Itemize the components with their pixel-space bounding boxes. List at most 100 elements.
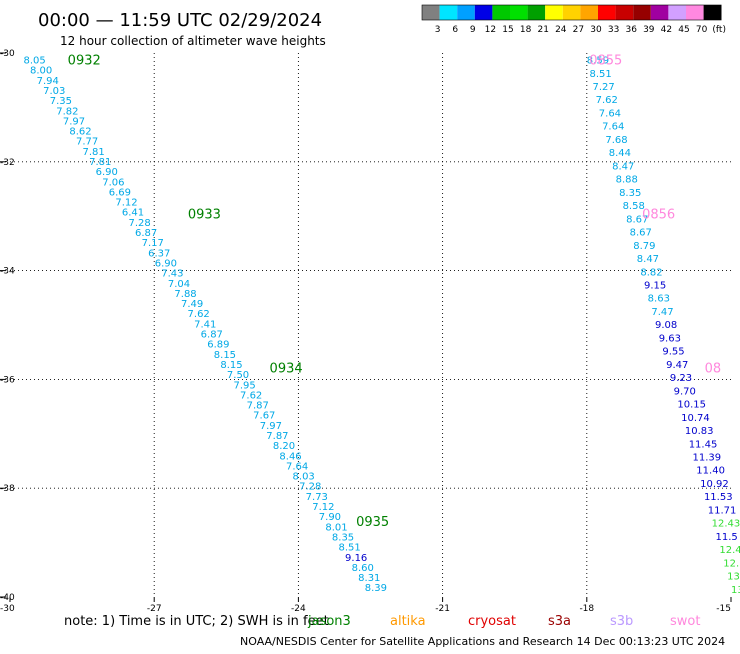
colorbar-label: 45 xyxy=(678,25,689,35)
wave-height-label: 8.58 xyxy=(623,201,645,212)
y-tick-label: -32 xyxy=(0,158,15,168)
wave-height-label: 8.01 xyxy=(325,522,347,533)
wave-height-label: 7.50 xyxy=(227,370,249,381)
wave-height-label: 9.08 xyxy=(655,320,677,331)
satellite-legend-altika: altika xyxy=(390,614,426,629)
wave-height-label: 6.37 xyxy=(148,248,170,259)
wave-height-label: 11.45 xyxy=(689,439,718,450)
colorbar-swatch xyxy=(686,5,704,20)
wave-height-label: 8.51 xyxy=(589,69,611,80)
y-tick-label: -38 xyxy=(0,484,15,494)
wave-height-label: 7.82 xyxy=(56,106,78,117)
colorbar-swatch xyxy=(633,5,651,20)
wave-height-label: 6.90 xyxy=(155,258,177,269)
wave-height-label: 11.39 xyxy=(692,453,721,464)
wave-height-label: 11.40 xyxy=(696,466,725,477)
wave-height-label: 7.64 xyxy=(286,461,308,472)
wave-height-label: 7.81 xyxy=(89,157,111,168)
colorbar-label: 3 xyxy=(435,25,441,35)
satellite-tracks: 8.058.007.947.037.357.827.978.627.777.81… xyxy=(23,54,740,596)
wave-height-label: 11.5 xyxy=(715,532,737,543)
wave-height-label: 8.59 xyxy=(587,56,609,67)
colorbar-label: 6 xyxy=(452,25,458,35)
chart-title: 00:00 — 11:59 UTC 02/29/2024 xyxy=(38,10,322,31)
wave-height-label: 11.71 xyxy=(708,505,737,516)
wave-height-label: 9.16 xyxy=(345,553,367,564)
y-tick-label: -40 xyxy=(0,593,15,603)
wave-height-label: 7.88 xyxy=(174,289,196,300)
wave-height-label: 7.62 xyxy=(240,390,262,401)
wave-height-label: 7.87 xyxy=(247,401,269,412)
wave-height-label: 8.39 xyxy=(365,583,387,594)
colorbar-label: 9 xyxy=(470,25,476,35)
colorbar-label: 39 xyxy=(643,25,655,35)
wave-height-label: 8.15 xyxy=(214,350,236,361)
wave-height-label: 7.27 xyxy=(592,82,614,93)
time-label: 0935 xyxy=(356,515,389,530)
colorbar-swatch xyxy=(615,5,634,20)
wave-height-label: 7.68 xyxy=(605,135,627,146)
x-tick-label: -27 xyxy=(147,604,162,614)
wave-height-label: 8.82 xyxy=(640,267,662,278)
wave-height-label: 8.47 xyxy=(637,254,659,265)
wave-height-label: 7.06 xyxy=(102,177,124,188)
wave-height-label: 7.77 xyxy=(76,137,98,148)
wave-height-label: 8.35 xyxy=(332,532,354,543)
wave-height-label: 8.88 xyxy=(616,175,638,186)
wave-height-label: 7.73 xyxy=(306,492,328,503)
x-tick-label: -21 xyxy=(435,604,450,614)
wave-height-label: 8.05 xyxy=(23,56,45,67)
x-tick-label: -24 xyxy=(291,604,306,614)
footer-credit: NOAA/NESDIS Center for Satellite Applica… xyxy=(240,635,725,648)
wave-height-label: 10.92 xyxy=(700,479,729,490)
wave-height-label: 9.23 xyxy=(670,373,692,384)
colorbar-label: 24 xyxy=(555,25,567,35)
time-label: 0856 xyxy=(642,207,675,222)
wave-height-label: 10.15 xyxy=(677,400,706,411)
colorbar-swatch xyxy=(474,5,493,20)
wave-height-label: 10.74 xyxy=(681,413,710,424)
axes: -30-32-34-36-38-40-30 -27 -24 -21 -18 -15 xyxy=(0,49,732,614)
colorbar-swatch xyxy=(580,5,598,20)
wave-height-label: 7.41 xyxy=(194,319,216,330)
wave-height-label: 8.44 xyxy=(609,148,631,159)
time-label: 0934 xyxy=(270,361,303,376)
wave-height-label: 13 xyxy=(727,572,740,583)
wave-height-label: 7.12 xyxy=(312,502,334,513)
y-tick-label: -34 xyxy=(0,267,15,277)
wave-height-label: 9.47 xyxy=(666,360,688,371)
wave-height-label: 7.04 xyxy=(168,279,190,290)
satellite-legend-s3a: s3a xyxy=(548,614,571,629)
colorbar-label: 30 xyxy=(590,25,602,35)
wave-height-label: 8.67 xyxy=(630,228,652,239)
colorbar-frame xyxy=(421,4,722,21)
wave-height-label: 10.83 xyxy=(685,426,714,437)
colorbar-swatch xyxy=(457,5,475,20)
wave-height-label: 12.43 xyxy=(712,519,740,530)
wave-height-label: 7.95 xyxy=(233,380,255,391)
color-scale-legend: 3 6 9 12 15 18 21 24 27 30 33 36 39 42 45 70 (ft) xyxy=(421,4,726,35)
wave-height-label: 6.87 xyxy=(201,330,223,341)
wave-height-label: 9.15 xyxy=(644,280,666,291)
wave-height-label: 7.94 xyxy=(37,76,59,87)
y-tick-label: -36 xyxy=(0,375,15,385)
wave-height-label: 8.79 xyxy=(633,241,655,252)
wave-height-label: 8.15 xyxy=(220,360,242,371)
colorbar-label: 33 xyxy=(608,25,619,35)
wave-height-label: 7.64 xyxy=(599,108,621,119)
wave-height-label: 8.03 xyxy=(293,472,315,483)
wave-height-label: 7.87 xyxy=(266,431,288,442)
wave-height-label: 7.62 xyxy=(596,95,618,106)
wave-height-label: 8.47 xyxy=(612,161,634,172)
satellite-legend-jason3: jason3 xyxy=(307,614,351,629)
wave-height-label: 6.69 xyxy=(109,187,131,198)
wave-height-label: 7.81 xyxy=(83,147,105,158)
wave-height-label: 6.87 xyxy=(135,228,157,239)
lat-lon-grid xyxy=(10,53,731,597)
colorbar-swatch xyxy=(510,5,528,20)
wave-height-label: 7.28 xyxy=(128,218,150,229)
wave-height-label: 6.89 xyxy=(207,340,229,351)
wave-height-label: 8.31 xyxy=(358,573,380,584)
colorbar-swatch xyxy=(650,5,669,20)
